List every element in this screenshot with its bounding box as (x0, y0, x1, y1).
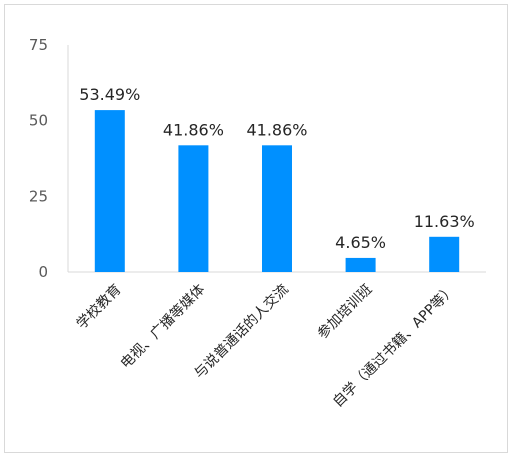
category-label: 电视、广播等媒体 (117, 281, 208, 372)
category-label: 参加培训班 (314, 281, 376, 343)
y-tick-label: 0 (38, 263, 48, 281)
bar (429, 236, 460, 272)
data-label: 41.86% (246, 120, 307, 139)
chart-frame (4, 4, 508, 453)
category-label: 与说普通话的人交流 (191, 281, 292, 382)
data-label: 53.49% (79, 85, 140, 104)
data-label: 41.86% (163, 120, 224, 139)
bar (262, 145, 292, 272)
bar (94, 110, 125, 272)
y-tick-label: 75 (29, 36, 48, 54)
category-label: 学校教育 (73, 281, 125, 333)
data-label: 4.65% (335, 233, 386, 252)
bar (345, 257, 376, 272)
data-label: 11.63% (414, 212, 475, 231)
bar (178, 145, 209, 272)
y-tick-label: 50 (29, 112, 48, 130)
y-tick-label: 25 (29, 187, 48, 205)
